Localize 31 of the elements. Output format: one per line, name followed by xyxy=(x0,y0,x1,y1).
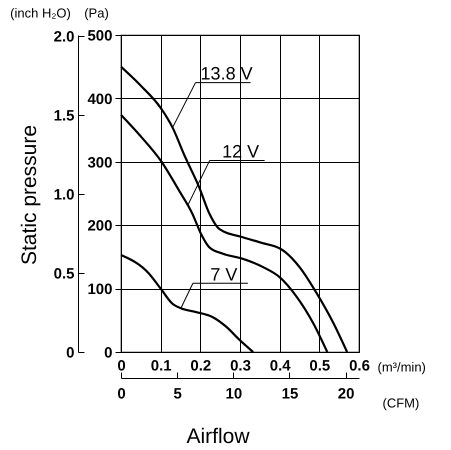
y2-tick-label: 2.0 xyxy=(54,28,74,46)
y2-tick-label: 1.0 xyxy=(54,186,74,204)
y-tick-label: 100 xyxy=(87,281,112,298)
annotation: 13.8 V xyxy=(200,64,253,84)
x2-tick-label: 10 xyxy=(225,386,242,402)
x2-tick-label: 20 xyxy=(338,386,354,402)
x-axis-title: (m³/min) xyxy=(378,360,426,374)
y-tick-label: 500 xyxy=(87,28,112,44)
x-tick-label: 0.3 xyxy=(230,358,251,374)
y2-tick-label: 0.5 xyxy=(54,266,74,283)
y-tick-label: 300 xyxy=(87,154,112,172)
y-tick-label: 0 xyxy=(104,344,112,362)
x2-axis-title: (CFM) xyxy=(382,396,420,410)
annotation: 7 V xyxy=(210,264,238,284)
x-tick-label: 0.5 xyxy=(309,358,330,374)
y2-axis-title: (inch H₂O) xyxy=(10,6,71,20)
x-tick-label: 0.2 xyxy=(190,358,212,374)
x-tick-label: 0.4 xyxy=(270,358,292,374)
y-axis-title: (Pa) xyxy=(84,6,109,20)
y2-tick-label: 1.5 xyxy=(54,108,74,125)
text: Static pressure xyxy=(18,124,41,266)
y2-tick-label: 0 xyxy=(66,344,74,362)
x2-tick-label: 5 xyxy=(173,386,182,402)
y-tick-label: 400 xyxy=(87,90,112,108)
x-tick-label: 0.1 xyxy=(150,358,172,374)
x2-tick-label: 0 xyxy=(117,386,126,402)
x-tick-label: 0 xyxy=(117,358,126,374)
x-tick-label: 0.6 xyxy=(349,358,370,374)
text: Airflow xyxy=(186,425,250,448)
y-tick-label: 200 xyxy=(87,218,112,235)
x2-tick-label: 15 xyxy=(282,386,298,402)
